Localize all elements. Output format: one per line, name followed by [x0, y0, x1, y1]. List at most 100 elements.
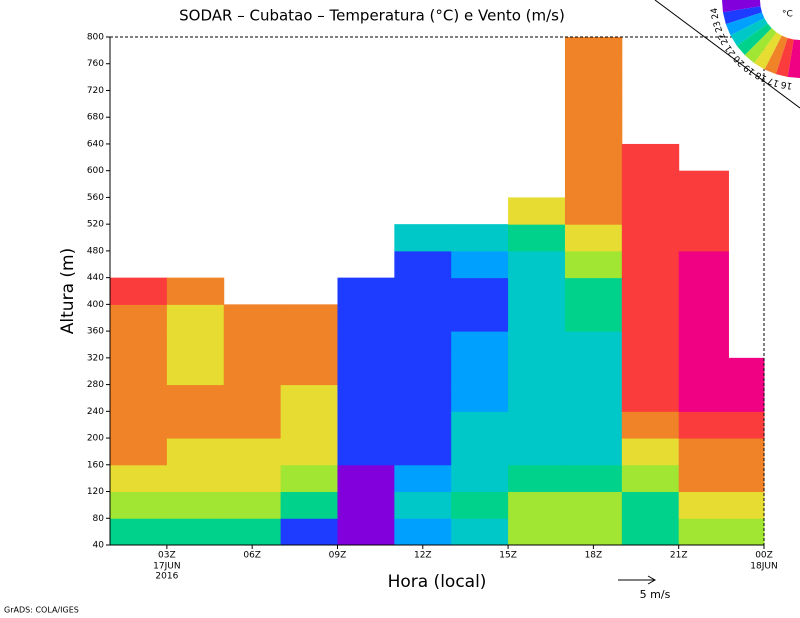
colorbar-label: 24 [710, 7, 722, 20]
contour-cell [223, 384, 282, 412]
y-tick-label: 520 [87, 220, 104, 230]
y-tick-label: 240 [87, 407, 104, 417]
contour-cell [337, 411, 395, 439]
contour-cell [110, 464, 168, 493]
x-date-label: 2016 [155, 572, 178, 582]
contour-cell [110, 491, 168, 519]
contour-cell [394, 250, 452, 279]
contour-cell [728, 384, 765, 412]
contour-cell [678, 357, 729, 386]
contour-cell [451, 277, 509, 305]
contour-cell [621, 438, 680, 466]
credit: GrADS: COLA/IGES [4, 606, 79, 615]
contour-cell [564, 464, 623, 493]
contour-cell [166, 518, 225, 546]
contour-cell [166, 438, 225, 466]
contour-cell [564, 304, 623, 332]
x-tick-label: 18Z [585, 551, 603, 561]
colorbar-segment [736, 23, 772, 56]
x-axis-label: Hora (local) [388, 572, 487, 592]
contour-cell [394, 491, 452, 519]
contour-cell [110, 411, 168, 439]
contour-cell [564, 143, 623, 172]
contour-cell [621, 464, 680, 493]
contour-cell [451, 491, 509, 519]
contour-cell [166, 357, 225, 386]
contour-cell [508, 331, 566, 359]
contour-cell [564, 117, 623, 145]
contour-cell [166, 464, 225, 493]
contour-cell [678, 438, 729, 466]
contour-cell [728, 411, 765, 439]
y-tick-label: 720 [87, 86, 104, 96]
contour-cell [508, 438, 566, 466]
contour-cell [621, 250, 680, 279]
x-date-label: 17JUN [153, 562, 180, 572]
contour-cell [223, 438, 282, 466]
contour-cell [451, 411, 509, 439]
contour-cell [564, 63, 623, 91]
contour-cell [728, 357, 765, 386]
y-tick-label: 680 [87, 113, 104, 123]
contour-cell [394, 384, 452, 412]
contour-cell [508, 491, 566, 519]
contour-cell [678, 464, 729, 493]
contour-cell [564, 277, 623, 305]
y-tick-label: 160 [87, 460, 104, 470]
contour-cell [280, 438, 338, 466]
contour-cell [678, 250, 729, 279]
chart-title: SODAR – Cubatao – Temperatura (°C) e Ven… [179, 7, 565, 25]
colorbar-segment [787, 39, 800, 78]
contour-cell [223, 304, 282, 332]
x-tick-label: 09Z [329, 551, 347, 561]
x-tick-label: 21Z [670, 551, 688, 561]
colorbar-segment [744, 28, 777, 64]
contour-cell [621, 277, 680, 305]
colorbar-segment [730, 18, 768, 46]
contour-cell [621, 491, 680, 519]
contour-cell [280, 411, 338, 439]
x-date-label: 18JUN [750, 562, 777, 572]
contour-cell [337, 491, 395, 519]
colorbar-label: 17 [767, 75, 781, 88]
contour-cell [166, 384, 225, 412]
contour-cell [564, 357, 623, 386]
y-tick-label: 120 [87, 487, 104, 497]
contour-cell [337, 277, 395, 305]
contour-cell [564, 250, 623, 279]
contour-cell [394, 357, 452, 386]
contour-cell [223, 464, 282, 493]
contour-cell [508, 277, 566, 305]
contour-cell [110, 304, 168, 332]
contour-cell [621, 170, 680, 198]
contour-cell [394, 277, 452, 305]
contour-cell [451, 331, 509, 359]
contour-cell [223, 491, 282, 519]
contour-cell [280, 491, 338, 519]
contour-cell [280, 331, 338, 359]
contour-cell [678, 170, 729, 198]
x-tick-label: 15Z [499, 551, 517, 561]
contour-cell [394, 224, 452, 252]
contour-cell [110, 384, 168, 412]
contour-cell [451, 464, 509, 493]
contour-cell [564, 411, 623, 439]
contour-cell [508, 224, 566, 252]
contour-cell [280, 464, 338, 493]
contour-cell [110, 331, 168, 359]
y-tick-label: 40 [93, 541, 105, 551]
contour-cell [166, 277, 225, 305]
contour-cell [394, 464, 452, 493]
y-tick-label: 560 [87, 193, 104, 203]
contour-cell [280, 518, 338, 546]
contour-cell [508, 518, 566, 546]
contour-cell [564, 224, 623, 252]
contour-cell [280, 357, 338, 386]
contour-cell [678, 331, 729, 359]
contour-cell [508, 464, 566, 493]
contour-cell [678, 384, 729, 412]
contour-cell [337, 331, 395, 359]
x-tick-label: 12Z [414, 551, 432, 561]
contour-cell [564, 491, 623, 519]
